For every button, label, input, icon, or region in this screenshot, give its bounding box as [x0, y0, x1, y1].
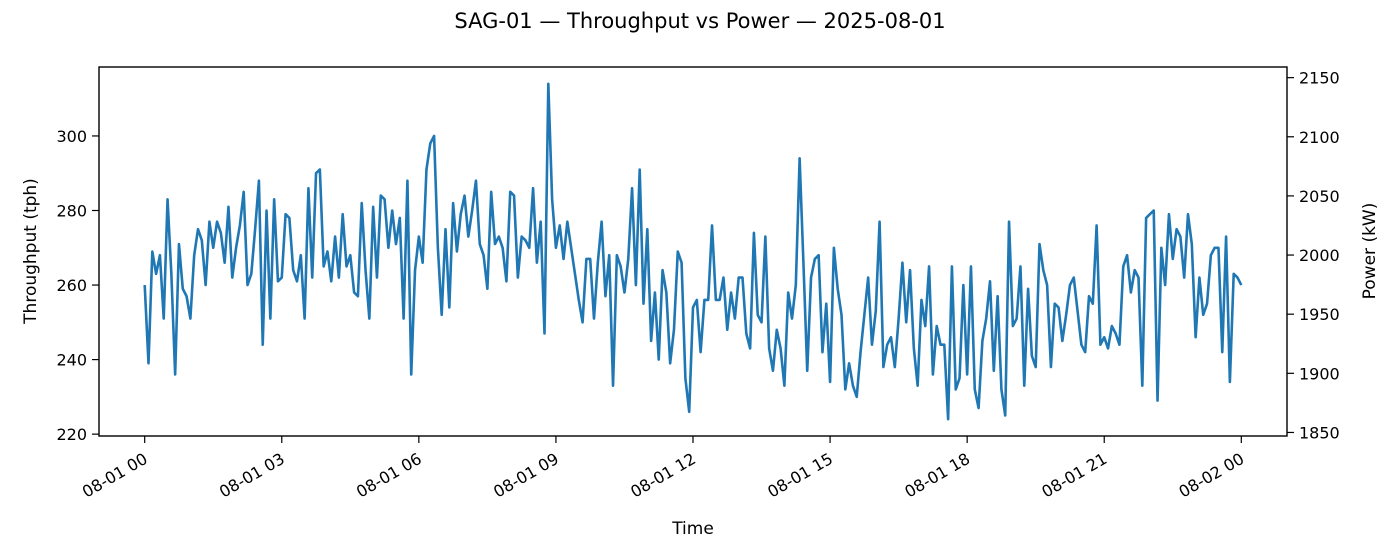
x-tick-label: 08-01 12 [627, 449, 699, 501]
left-y-tick-label: 280 [56, 202, 87, 221]
left-y-tick-label: 300 [56, 127, 87, 146]
right-y-tick-label: 1900 [1299, 364, 1340, 383]
right-y-tick-label: 1850 [1299, 423, 1340, 442]
right-y-axis: 1850 1900 1950 2000 2050 2100 2150 [1287, 69, 1340, 442]
right-y-tick-label: 2150 [1299, 69, 1340, 88]
x-tick-label: 08-01 06 [353, 449, 425, 501]
right-y-tick-label: 1950 [1299, 305, 1340, 324]
x-tick-label: 08-01 09 [490, 449, 562, 501]
x-tick-label: 08-01 00 [79, 449, 151, 501]
left-y-axis-label: Throughput (tph) [21, 178, 41, 325]
x-tick-label: 08-01 18 [901, 449, 973, 501]
left-y-axis: 220 240 260 280 300 [56, 127, 99, 444]
chart-title: SAG-01 — Throughput vs Power — 2025-08-0… [454, 9, 945, 33]
left-y-tick-label: 240 [56, 351, 87, 370]
left-y-tick-label: 220 [56, 425, 87, 444]
left-y-tick-label: 260 [56, 276, 87, 295]
x-tick-label: 08-02 00 [1176, 449, 1248, 501]
x-tick-label: 08-01 15 [764, 449, 836, 501]
x-axis-label: Time [671, 519, 714, 539]
right-y-tick-label: 2050 [1299, 187, 1340, 206]
x-tick-label: 08-01 03 [216, 449, 288, 501]
right-y-tick-label: 2100 [1299, 128, 1340, 147]
series-line [143, 82, 1243, 421]
x-axis: 08-01 00 08-01 03 08-01 06 08-01 09 08-01 12… [79, 436, 1247, 501]
x-tick-label: 08-01 21 [1038, 449, 1110, 501]
right-y-tick-label: 2000 [1299, 246, 1340, 265]
plot-area [143, 82, 1243, 421]
right-y-axis-label: Power (kW) [1360, 203, 1380, 300]
